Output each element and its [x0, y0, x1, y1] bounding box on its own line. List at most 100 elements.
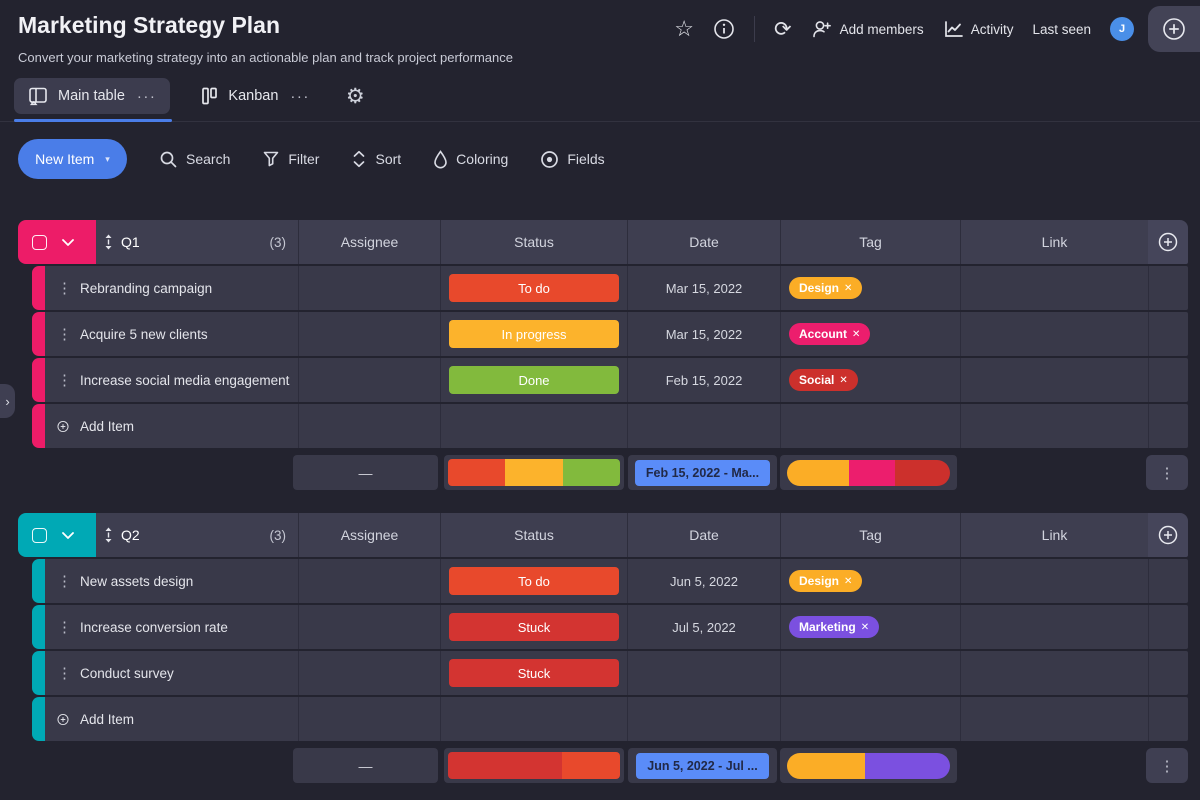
column-header-tag[interactable]: Tag — [780, 220, 960, 264]
add-column-button[interactable] — [1148, 220, 1188, 264]
tag-remove-icon[interactable]: ✕ — [860, 621, 870, 633]
status-cell[interactable]: To do — [440, 266, 627, 310]
tab-kanban[interactable]: Kanban ··· — [186, 78, 324, 114]
status-badge[interactable]: Stuck — [449, 613, 619, 641]
gear-icon[interactable]: ⚙ — [345, 84, 365, 108]
item-name[interactable]: Increase social media engagement — [80, 372, 290, 388]
status-distribution-bar[interactable] — [448, 752, 620, 779]
row-menu-icon[interactable]: ⋮ — [57, 573, 72, 590]
date-range-pill[interactable]: Jun 5, 2022 - Jul ... — [636, 752, 769, 779]
add-column-button[interactable] — [1148, 513, 1188, 557]
assignee-cell[interactable] — [298, 559, 440, 603]
fields-button[interactable]: Fields — [540, 150, 605, 169]
tab-menu-icon[interactable]: ··· — [136, 87, 157, 105]
row-menu-icon[interactable]: ⋮ — [57, 280, 72, 297]
item-name-cell[interactable]: ⋮ Increase social media engagement — [45, 358, 298, 402]
column-header-link[interactable]: Link — [960, 220, 1148, 264]
tag-pill[interactable]: Social ✕ — [789, 369, 858, 391]
row-menu-icon[interactable]: ⋮ — [57, 665, 72, 682]
item-name[interactable]: New assets design — [80, 573, 194, 589]
link-cell[interactable] — [960, 651, 1148, 695]
column-header-link[interactable]: Link — [960, 513, 1148, 557]
item-name-cell[interactable]: ⋮ Rebranding campaign — [45, 266, 298, 310]
tag-cell[interactable]: Design ✕ — [780, 266, 960, 310]
tag-pill[interactable]: Account ✕ — [789, 323, 871, 345]
assignee-cell[interactable] — [298, 358, 440, 402]
search-button[interactable]: Search — [159, 150, 230, 169]
coloring-button[interactable]: Coloring — [433, 149, 508, 169]
assignee-cell[interactable] — [298, 605, 440, 649]
tag-pill[interactable]: Design ✕ — [789, 277, 863, 299]
column-header-date[interactable]: Date — [627, 513, 780, 557]
column-header-date[interactable]: Date — [627, 220, 780, 264]
drag-handle-icon[interactable] — [104, 234, 113, 250]
activity-button[interactable]: Activity — [943, 20, 1013, 39]
item-name[interactable]: Acquire 5 new clients — [80, 326, 208, 342]
item-name[interactable]: Increase conversion rate — [80, 619, 228, 635]
summary-menu-button[interactable]: ⋮ — [1146, 748, 1188, 783]
date-cell[interactable]: Feb 15, 2022 — [627, 358, 780, 402]
add-item-row[interactable]: Add Item — [32, 404, 1188, 448]
status-cell[interactable]: Stuck — [440, 605, 627, 649]
link-cell[interactable] — [960, 266, 1148, 310]
group-select-checkbox[interactable] — [32, 234, 47, 250]
tag-pill[interactable]: Marketing ✕ — [789, 616, 880, 638]
chevron-down-icon[interactable]: ▾ — [105, 153, 110, 164]
date-cell[interactable]: Mar 15, 2022 — [627, 266, 780, 310]
group-select-checkbox[interactable] — [32, 527, 47, 543]
assignee-cell[interactable] — [298, 312, 440, 356]
column-header-status[interactable]: Status — [440, 220, 627, 264]
summary-menu-button[interactable]: ⋮ — [1146, 455, 1188, 490]
row-menu-icon[interactable]: ⋮ — [57, 326, 72, 343]
item-name-cell[interactable]: ⋮ Conduct survey — [45, 651, 298, 695]
item-name[interactable]: Rebranding campaign — [80, 280, 213, 296]
group-name[interactable]: Q2 — [121, 527, 140, 543]
sort-button[interactable]: Sort — [351, 150, 401, 168]
status-badge[interactable]: In progress — [449, 320, 619, 348]
add-item-row[interactable]: Add Item — [32, 697, 1188, 741]
tag-remove-icon[interactable]: ✕ — [852, 328, 861, 340]
date-cell[interactable]: Jun 5, 2022 — [627, 559, 780, 603]
item-name-cell[interactable]: ⋮ Increase conversion rate — [45, 605, 298, 649]
favorite-star-icon[interactable]: ☆ — [674, 16, 695, 41]
filter-button[interactable]: Filter — [262, 150, 319, 168]
open-left-panel-button[interactable]: › — [0, 384, 15, 418]
date-cell[interactable]: Mar 15, 2022 — [627, 312, 780, 356]
link-cell[interactable] — [960, 358, 1148, 402]
group-title-cell[interactable]: Q1 (3) — [96, 220, 298, 264]
column-header-assignee[interactable]: Assignee — [298, 220, 440, 264]
link-cell[interactable] — [960, 559, 1148, 603]
status-distribution-bar[interactable] — [448, 459, 620, 486]
item-name[interactable]: Conduct survey — [80, 665, 174, 681]
group-collapse-chevron-icon[interactable] — [62, 531, 74, 539]
column-header-tag[interactable]: Tag — [780, 513, 960, 557]
status-cell[interactable]: To do — [440, 559, 627, 603]
status-badge[interactable]: Done — [449, 366, 619, 394]
tag-pill[interactable]: Design ✕ — [789, 570, 863, 592]
integrations-sync-icon[interactable]: ⟳ — [774, 17, 792, 41]
assignee-cell[interactable] — [298, 651, 440, 695]
row-menu-icon[interactable]: ⋮ — [57, 372, 72, 389]
item-name-cell[interactable]: ⋮ Acquire 5 new clients — [45, 312, 298, 356]
link-cell[interactable] — [960, 605, 1148, 649]
drag-handle-icon[interactable] — [104, 527, 113, 543]
tag-cell[interactable]: Account ✕ — [780, 312, 960, 356]
tab-menu-icon[interactable]: ··· — [290, 87, 310, 105]
tag-cell[interactable] — [780, 651, 960, 695]
link-cell[interactable] — [960, 312, 1148, 356]
tag-distribution-bar[interactable] — [787, 459, 950, 486]
tag-remove-icon[interactable]: ✕ — [844, 575, 853, 587]
status-cell[interactable]: Stuck — [440, 651, 627, 695]
assignee-cell[interactable] — [298, 266, 440, 310]
status-badge[interactable]: To do — [449, 274, 619, 302]
info-icon[interactable] — [713, 18, 735, 40]
open-side-panel-button[interactable] — [1148, 6, 1200, 52]
add-item-cell[interactable]: Add Item — [45, 404, 298, 448]
date-cell[interactable] — [627, 651, 780, 695]
status-cell[interactable]: Done — [440, 358, 627, 402]
add-item-cell[interactable]: Add Item — [45, 697, 298, 741]
tag-cell[interactable]: Social ✕ — [780, 358, 960, 402]
column-header-status[interactable]: Status — [440, 513, 627, 557]
tag-remove-icon[interactable]: ✕ — [844, 282, 853, 294]
column-header-assignee[interactable]: Assignee — [298, 513, 440, 557]
